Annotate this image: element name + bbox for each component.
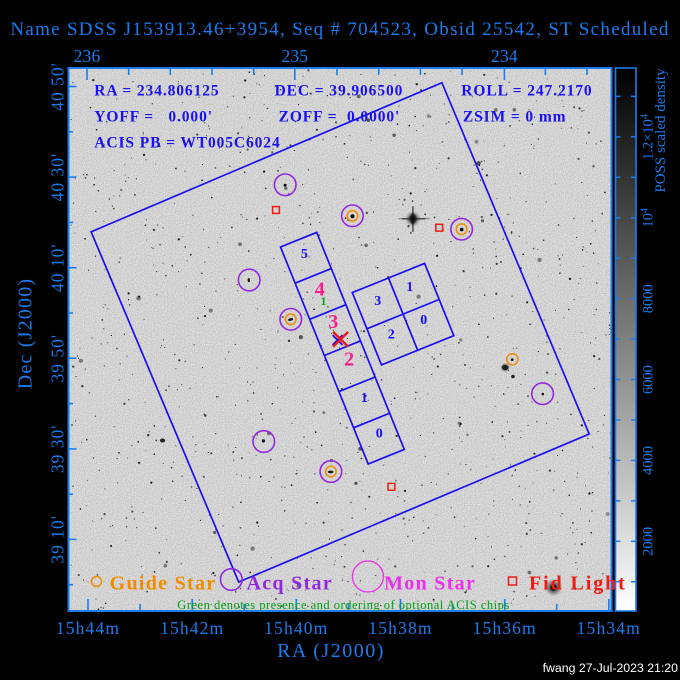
svg-text:15h38m: 15h38m xyxy=(368,618,432,638)
svg-text:234: 234 xyxy=(491,46,518,66)
svg-text:5: 5 xyxy=(301,247,308,262)
svg-text:3: 3 xyxy=(374,294,381,309)
svg-text:1: 1 xyxy=(406,280,413,295)
svg-text:DEC = 39.906500: DEC = 39.906500 xyxy=(275,83,404,100)
svg-text:8000: 8000 xyxy=(641,284,657,313)
svg-text:3: 3 xyxy=(328,311,338,333)
svg-text:4: 4 xyxy=(315,278,325,300)
svg-text:15h44m: 15h44m xyxy=(56,618,120,638)
svg-text:ROLL = 247.2170: ROLL = 247.2170 xyxy=(461,83,592,100)
svg-text:0: 0 xyxy=(376,427,383,442)
svg-text:2: 2 xyxy=(344,349,354,371)
svg-text:Mon Star: Mon Star xyxy=(384,573,476,595)
svg-text:2000: 2000 xyxy=(641,527,657,556)
svg-text:Name SDSS J153913.46+3954, Seq: Name SDSS J153913.46+3954, Seq # 704523,… xyxy=(10,19,669,40)
svg-text:0: 0 xyxy=(420,313,427,328)
svg-text:RA (J2000): RA (J2000) xyxy=(277,640,385,662)
svg-text:Dec (J2000): Dec (J2000) xyxy=(15,278,37,390)
svg-text:40 10': 40 10' xyxy=(48,243,68,292)
svg-text:2: 2 xyxy=(388,327,395,342)
svg-text:39 50': 39 50' xyxy=(48,334,68,383)
svg-text:YOFF = 0.000': YOFF = 0.000' xyxy=(94,108,213,125)
svg-text:Fid Light: Fid Light xyxy=(529,573,627,595)
svg-text:ZSIM = 0 mm: ZSIM = 0 mm xyxy=(463,108,567,125)
svg-text:fwang 27-Jul-2023 21:20: fwang 27-Jul-2023 21:20 xyxy=(543,661,679,675)
svg-text:236: 236 xyxy=(74,46,101,66)
svg-text:Green denotes presence and ord: Green denotes presence and ordering of o… xyxy=(177,598,509,612)
svg-text:1: 1 xyxy=(321,296,327,308)
svg-text:15h36m: 15h36m xyxy=(473,618,537,638)
svg-text:4000: 4000 xyxy=(641,446,657,475)
svg-text:40 30': 40 30' xyxy=(48,153,68,202)
svg-text:15h40m: 15h40m xyxy=(264,618,328,638)
svg-text:6000: 6000 xyxy=(641,365,657,394)
svg-text:235: 235 xyxy=(281,46,308,66)
svg-text:1.2×104: 1.2×104 xyxy=(640,114,657,160)
svg-text:RA = 234.806125: RA = 234.806125 xyxy=(94,83,219,100)
svg-text:1: 1 xyxy=(361,391,368,406)
svg-text:ACIS PB = WT005C6024: ACIS PB = WT005C6024 xyxy=(94,134,280,151)
svg-text:15h34m: 15h34m xyxy=(577,618,641,638)
svg-text:15h42m: 15h42m xyxy=(160,618,224,638)
svg-text:Guide Star: Guide Star xyxy=(110,573,217,595)
svg-text:POSS scaled density: POSS scaled density xyxy=(653,68,669,193)
svg-text:40 50': 40 50' xyxy=(48,62,68,111)
svg-text:39 10': 39 10' xyxy=(48,515,68,564)
svg-text:39 30': 39 30' xyxy=(48,425,68,474)
svg-text:ZOFF = 0.0000': ZOFF = 0.0000' xyxy=(279,108,401,125)
svg-text:Acq Star: Acq Star xyxy=(247,573,334,595)
